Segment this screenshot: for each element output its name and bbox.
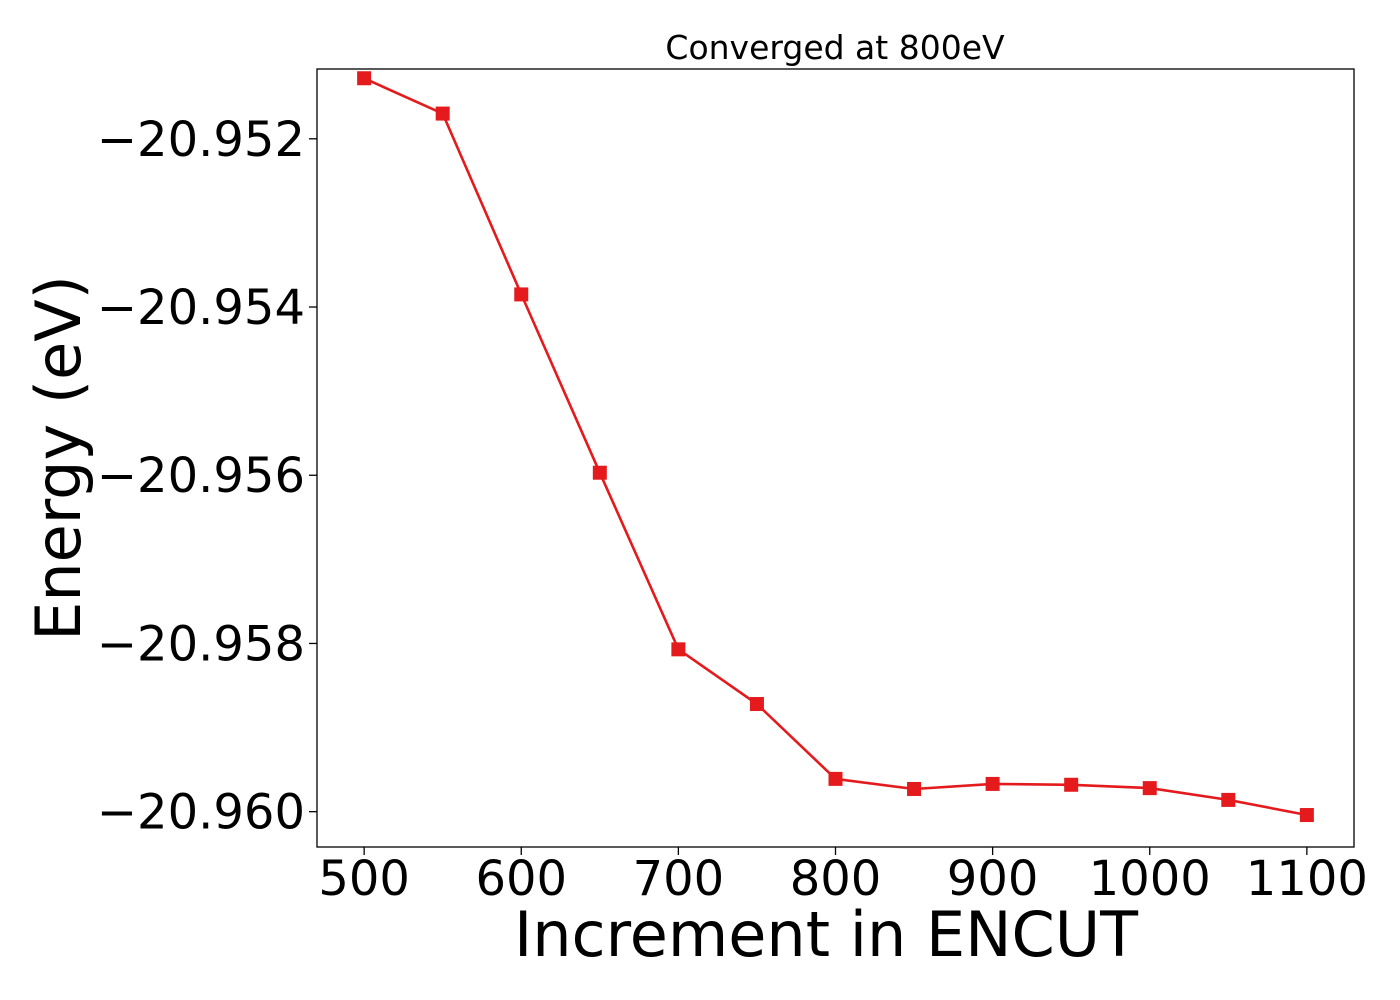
x-tick-label: 800 bbox=[790, 851, 882, 907]
y-axis: −20.952 −20.954 −20.956 −20.958 −20.960 bbox=[97, 112, 317, 841]
data-point-marker bbox=[1064, 777, 1079, 792]
x-tick-label: 700 bbox=[633, 851, 725, 907]
x-tick-label: 500 bbox=[318, 851, 410, 907]
x-tick-label: 600 bbox=[475, 851, 567, 907]
x-tick-label: 900 bbox=[947, 851, 1039, 907]
data-point-marker bbox=[1299, 808, 1314, 823]
data-point-marker bbox=[671, 642, 686, 657]
data-point-marker bbox=[1142, 781, 1157, 796]
data-point-marker bbox=[592, 465, 607, 480]
chart-title: Converged at 800eV bbox=[665, 28, 1005, 67]
data-point-marker bbox=[1221, 792, 1236, 807]
data-point-marker bbox=[357, 71, 372, 86]
series-line bbox=[363, 77, 1308, 817]
data-point-marker bbox=[749, 697, 764, 712]
plot-area bbox=[357, 71, 1314, 823]
x-tick-label: 1100 bbox=[1246, 851, 1368, 907]
x-axis: 500 600 700 800 900 1000 1100 bbox=[318, 847, 1368, 907]
data-point-marker bbox=[514, 287, 529, 302]
data-point-marker bbox=[435, 106, 450, 121]
y-tick-label: −20.960 bbox=[97, 785, 305, 841]
plot-frame bbox=[316, 68, 1355, 848]
x-tick-label: 1000 bbox=[1089, 851, 1211, 907]
y-tick-label: −20.954 bbox=[97, 280, 305, 336]
x-axis-label: Increment in ENCUT bbox=[514, 898, 1139, 971]
y-tick-label: −20.956 bbox=[97, 448, 305, 504]
data-point-marker bbox=[828, 771, 843, 786]
data-point-marker bbox=[985, 776, 1000, 791]
y-tick-label: −20.952 bbox=[97, 112, 305, 168]
y-tick-label: −20.958 bbox=[97, 616, 305, 672]
y-axis-label: Energy (eV) bbox=[22, 275, 95, 641]
data-point-marker bbox=[907, 781, 922, 796]
